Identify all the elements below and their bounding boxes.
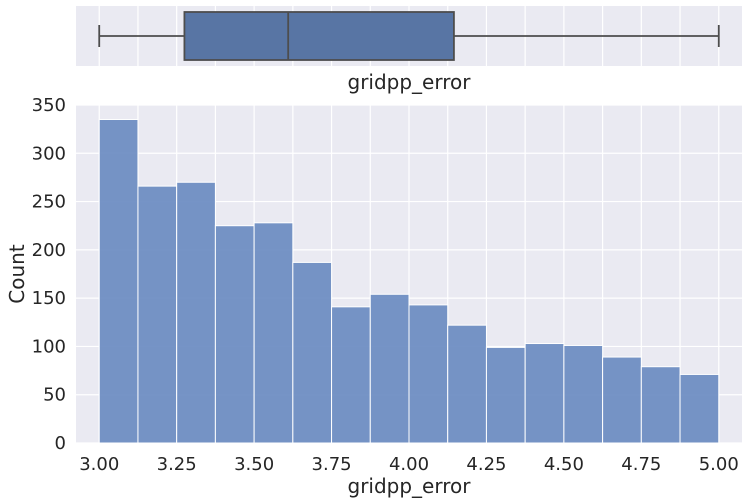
histogram-bar [486,347,525,443]
histogram-xlabel: gridpp_error [348,474,472,498]
y-tick-label: 50 [43,385,66,406]
y-tick-label: 150 [32,288,66,309]
histogram-bar [603,357,642,443]
histogram-bar [564,345,603,443]
y-tick-labels: 0 50 100 150 200 250 300 350 [32,95,66,454]
y-tick-label: 200 [32,240,66,261]
histogram-ylabel: Count [5,244,29,304]
histogram-bar [177,182,216,443]
histogram-bar [254,223,293,443]
histogram-bar [448,325,487,443]
histogram-bar [641,367,680,443]
x-tick-labels: 3.00 3.25 3.50 3.75 4.00 4.25 4.50 4.75 5.00 [79,454,739,475]
histogram-panel: 3.00 3.25 3.50 3.75 4.00 4.25 4.50 4.75 5.00 0 50… [5,95,742,498]
boxplot-xlabel: gridpp_error [348,70,472,94]
histogram-bar [370,294,409,443]
y-tick-label: 350 [32,95,66,116]
histogram-bar [215,226,254,443]
histogram-bar [680,374,719,443]
histogram-bar [99,119,138,443]
histogram-bar [409,305,448,443]
y-tick-label: 300 [32,143,66,164]
x-tick-label: 4.25 [466,454,506,475]
boxplot-panel: gridpp_error [76,6,742,94]
histogram-bar [332,307,371,443]
x-tick-label: 3.75 [312,454,352,475]
x-tick-label: 3.25 [157,454,197,475]
iqr-box [184,12,453,60]
histogram-bar [525,344,564,443]
x-tick-label: 3.50 [234,454,274,475]
histogram-bar [138,186,177,443]
y-tick-label: 0 [55,433,66,454]
x-tick-label: 5.00 [699,454,739,475]
x-tick-label: 3.00 [79,454,119,475]
x-tick-label: 4.75 [621,454,661,475]
x-tick-label: 4.00 [389,454,429,475]
histogram-bar [293,262,332,443]
x-tick-label: 4.50 [544,454,584,475]
y-tick-label: 250 [32,192,66,213]
y-tick-label: 100 [32,336,66,357]
